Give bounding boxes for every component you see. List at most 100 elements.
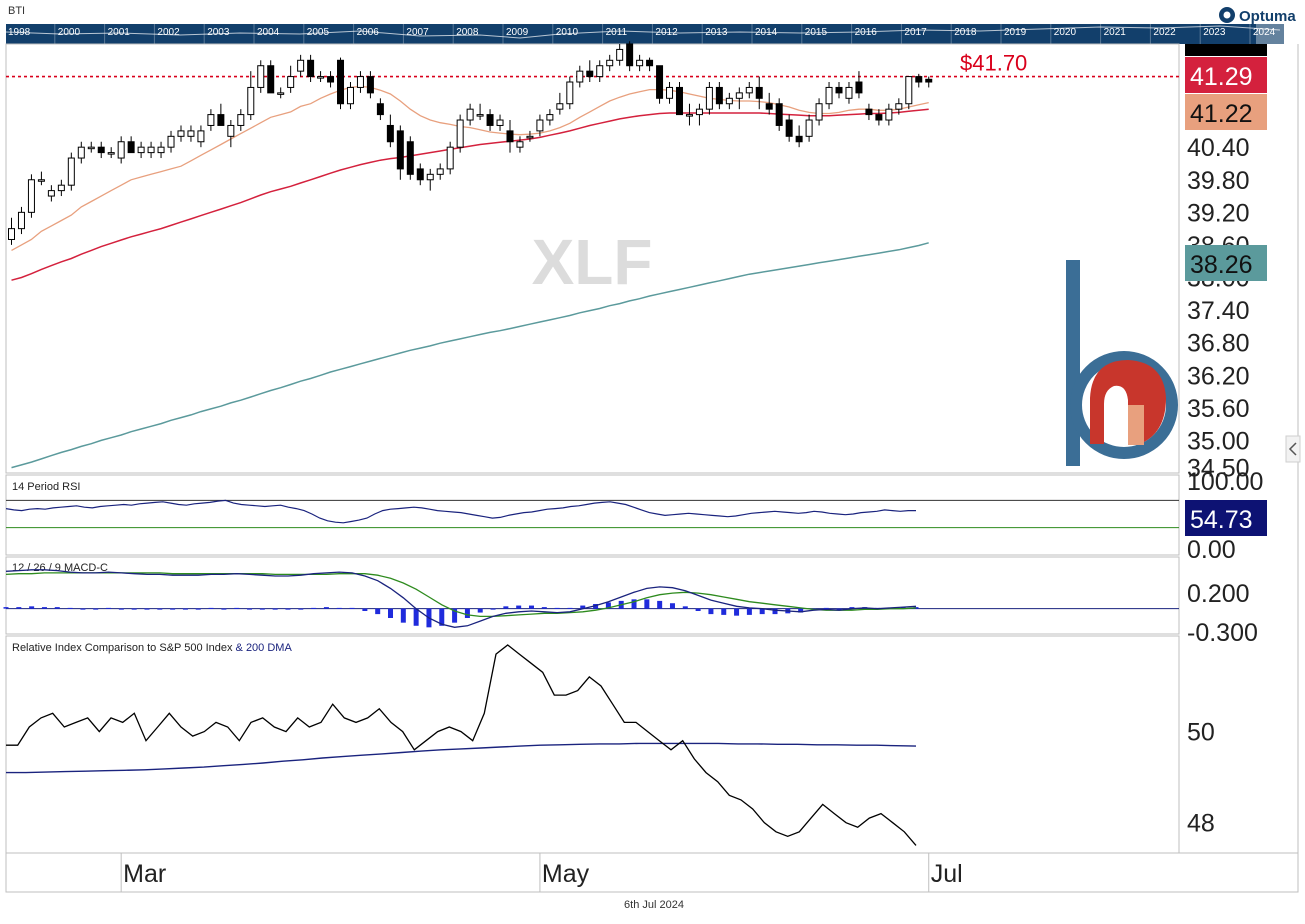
x-axis-label: May xyxy=(542,860,590,888)
macd-histogram-bar xyxy=(477,608,483,613)
macd-histogram-bar xyxy=(234,607,240,609)
price-candle xyxy=(666,82,674,104)
timeline-year-label: 2009 xyxy=(506,27,529,38)
macd-histogram-bar xyxy=(503,606,509,609)
watermark-ticker: XLF xyxy=(532,226,653,298)
price-candle xyxy=(476,103,484,121)
macd-histogram-bar xyxy=(490,608,496,610)
price-candle xyxy=(556,92,564,115)
price-candle xyxy=(207,109,215,131)
macd-histogram-bar xyxy=(759,608,765,615)
macd-histogram-bar xyxy=(336,607,342,609)
macd-histogram-bar xyxy=(16,607,22,609)
price-candle xyxy=(775,98,783,131)
price-candle xyxy=(177,125,185,142)
candle-body xyxy=(317,76,325,79)
price-candle xyxy=(885,103,893,126)
candle-body xyxy=(506,130,514,143)
macd-histogram-bar xyxy=(41,607,47,609)
timeline-strip[interactable]: 1998 2000 2001 2002 2003 2004 2005 2006 2007 2008… xyxy=(5,24,1284,44)
timeline-year-label: 2015 xyxy=(805,27,828,38)
price-candle xyxy=(267,60,275,94)
relative-axis-tick: 50 xyxy=(1187,719,1215,747)
candle-body xyxy=(865,108,873,116)
price-candle xyxy=(895,98,903,115)
footer-date: 6th Jul 2024 xyxy=(624,899,684,911)
resistance-label: $41.70 xyxy=(960,51,1027,76)
price-candle xyxy=(277,87,285,99)
price-candle xyxy=(915,73,923,88)
timeline-year-label: 2001 xyxy=(108,27,131,38)
collapse-panel-button[interactable] xyxy=(1285,435,1301,463)
macd-histogram-bar xyxy=(849,607,855,609)
macd-histogram-bar xyxy=(669,603,675,609)
timeline-year-label: 2016 xyxy=(855,27,878,38)
macd-histogram-bar xyxy=(54,607,60,609)
candle-body xyxy=(436,168,444,175)
timeline-year-label: 2019 xyxy=(1004,27,1027,38)
candle-body xyxy=(666,86,674,99)
price-candle xyxy=(8,217,15,245)
candle-body xyxy=(337,59,345,105)
price-candle xyxy=(486,109,494,131)
price-candle xyxy=(157,141,165,159)
timeline-window-handle[interactable] xyxy=(1256,24,1284,44)
macd-histogram-bar xyxy=(311,607,317,609)
price-candle xyxy=(257,60,265,93)
candle-body xyxy=(137,146,145,154)
macd-histogram-bar xyxy=(259,608,265,610)
price-candle xyxy=(815,98,823,126)
x-axis-label: Jul xyxy=(931,860,963,888)
candle-body xyxy=(835,86,843,94)
price-candle xyxy=(107,147,115,159)
price-candle xyxy=(835,82,843,99)
candle-body xyxy=(127,141,135,154)
macd-histogram-bar xyxy=(323,607,329,609)
candle-body xyxy=(267,65,275,94)
macd-histogram-bar xyxy=(708,608,714,615)
macd-histogram-bar xyxy=(182,608,188,610)
candle-body xyxy=(845,86,853,99)
last-price-top-marker xyxy=(1185,44,1267,56)
macd-histogram-bar xyxy=(272,608,278,610)
price-candle xyxy=(536,114,544,137)
price-axis-tick: 39.20 xyxy=(1187,199,1250,227)
macd-histogram-bar xyxy=(362,608,368,611)
candle-body xyxy=(386,124,394,143)
price-candle xyxy=(825,82,833,110)
candle-body xyxy=(197,130,205,143)
candle-body xyxy=(227,124,235,137)
candle-body xyxy=(536,119,544,132)
candle-body xyxy=(57,184,65,192)
rsi-value-text: 54.73 xyxy=(1190,506,1253,534)
price-candle xyxy=(307,54,315,83)
macd-histogram-bar xyxy=(439,608,445,626)
candle-body xyxy=(396,130,404,170)
price-candle xyxy=(685,103,693,126)
candle-body xyxy=(17,211,25,230)
macd-panel: 0.200 -0.300 xyxy=(3,569,1258,647)
price-candle xyxy=(137,141,145,159)
candle-body xyxy=(237,114,245,126)
price-candle xyxy=(466,103,474,126)
price-candle xyxy=(327,71,335,88)
value-tag-ma-slow xyxy=(1185,245,1267,281)
candle-body xyxy=(705,86,713,110)
value-tag-text: 41.29 xyxy=(1190,63,1253,91)
timeline-year-label: 2008 xyxy=(456,27,479,38)
rsi-axis-tick: 100.00 xyxy=(1187,468,1263,496)
relative-axis-tick: 48 xyxy=(1187,810,1215,838)
candle-body xyxy=(346,86,354,105)
candle-body xyxy=(526,135,534,139)
candle-body xyxy=(67,157,75,186)
candle-body xyxy=(616,48,624,61)
relative-title-dma: & 200 DMA xyxy=(236,642,293,654)
macd-histogram-bar xyxy=(746,608,752,615)
candle-body xyxy=(566,81,574,105)
price-panel-frame xyxy=(5,43,1180,474)
macd-histogram-bar xyxy=(528,605,534,609)
price-candle xyxy=(755,76,763,110)
price-axis-tick: 37.40 xyxy=(1187,297,1250,325)
price-candle xyxy=(646,57,654,72)
price-axis-tick: 36.80 xyxy=(1187,330,1250,358)
